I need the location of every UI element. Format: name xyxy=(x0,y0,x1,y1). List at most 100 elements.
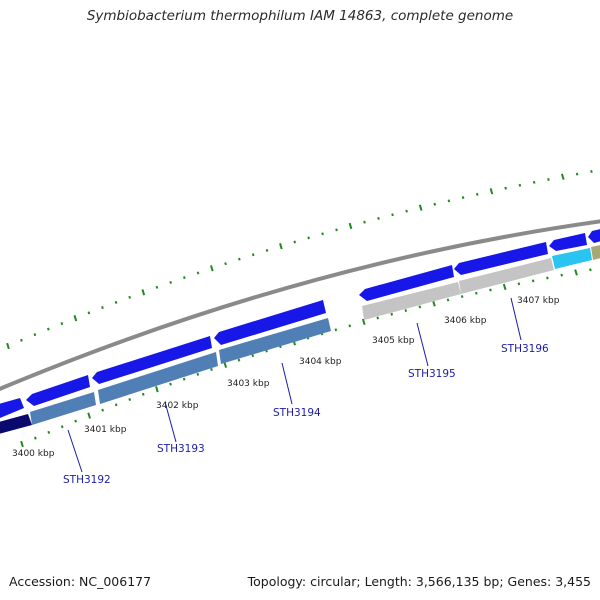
major-tick xyxy=(348,222,353,230)
forward-strand xyxy=(0,228,600,418)
minor-tick xyxy=(460,295,464,299)
minor-tick xyxy=(141,392,145,396)
label-line xyxy=(510,297,522,341)
minor-tick xyxy=(307,236,310,240)
minor-tick xyxy=(377,216,380,220)
major-tick xyxy=(20,440,24,448)
gene-block[interactable] xyxy=(591,244,600,260)
major-tick xyxy=(6,342,10,350)
kbp-label: 3405 kbp xyxy=(372,336,415,346)
gene-arrow[interactable] xyxy=(359,265,454,301)
minor-tick xyxy=(560,273,564,277)
label-line xyxy=(281,362,293,405)
inner-tick-ring xyxy=(20,268,592,448)
topology-text: Topology: circular; Length: 3,566,135 bp… xyxy=(247,574,591,589)
minor-tick xyxy=(363,220,366,224)
major-tick xyxy=(141,289,146,296)
gene-arrow[interactable] xyxy=(588,228,600,243)
minor-tick xyxy=(546,276,549,280)
backbone-ring xyxy=(0,219,600,391)
label-line xyxy=(67,429,83,473)
genome-title: Symbiobacterium thermophilum IAM 14863, … xyxy=(86,8,514,24)
gene-arrow[interactable] xyxy=(26,375,90,406)
kbp-label: 3404 kbp xyxy=(299,357,342,367)
accession-text: Accession: NC_006177 xyxy=(9,574,152,589)
minor-tick xyxy=(169,382,172,386)
outer-tick-ring xyxy=(6,170,593,350)
minor-tick xyxy=(114,300,118,304)
minor-tick xyxy=(101,408,104,412)
gene-label-sth3196[interactable]: STH3196 xyxy=(501,343,549,355)
gene-label-sth3193[interactable]: STH3193 xyxy=(157,443,205,455)
gene-block[interactable] xyxy=(0,414,32,435)
gene-label-sth3195[interactable]: STH3195 xyxy=(408,368,456,380)
minor-tick xyxy=(589,268,592,272)
minor-tick xyxy=(47,327,50,331)
major-tick xyxy=(560,173,565,180)
gene-block[interactable] xyxy=(459,258,554,294)
minor-tick xyxy=(335,228,338,232)
minor-tick xyxy=(47,430,51,434)
major-tick xyxy=(418,204,423,211)
minor-tick xyxy=(390,312,394,316)
gene-block[interactable] xyxy=(219,318,331,364)
minor-tick xyxy=(446,298,450,302)
minor-tick xyxy=(518,183,522,187)
gene-label-lines xyxy=(67,297,522,473)
minor-tick xyxy=(251,354,255,358)
minor-tick xyxy=(237,358,241,362)
minor-tick xyxy=(348,324,352,328)
minor-tick xyxy=(532,180,536,184)
minor-tick xyxy=(128,295,131,299)
kbp-label: 3401 kbp xyxy=(84,425,127,435)
minor-tick xyxy=(461,196,465,200)
gene-block[interactable] xyxy=(362,282,461,320)
minor-tick xyxy=(547,178,550,182)
kbp-labels: 3400 kbp 3401 kbp 3402 kbp 3403 kbp 3404… xyxy=(12,296,560,459)
minor-tick xyxy=(128,398,132,402)
gene-label-sth3192[interactable]: STH3192 xyxy=(63,474,111,486)
reverse-strand xyxy=(0,244,600,435)
gene-arrow[interactable] xyxy=(0,398,24,418)
minor-tick xyxy=(334,328,338,332)
major-tick xyxy=(432,300,436,307)
gene-block[interactable] xyxy=(30,392,96,425)
kbp-label: 3407 kbp xyxy=(517,296,560,306)
minor-tick xyxy=(321,232,324,236)
minor-tick xyxy=(405,209,408,213)
minor-tick xyxy=(87,311,91,315)
minor-tick xyxy=(101,306,104,310)
gene-arrow[interactable] xyxy=(92,336,212,384)
gene-arrow[interactable] xyxy=(454,242,548,275)
minor-tick xyxy=(169,280,172,284)
major-tick xyxy=(574,269,578,276)
gene-block[interactable] xyxy=(98,352,218,404)
minor-tick xyxy=(182,377,186,381)
kbp-label: 3403 kbp xyxy=(227,379,270,389)
minor-tick xyxy=(489,288,492,292)
gene-labels: STH3192 STH3193 STH3194 STH3195 STH3196 xyxy=(63,343,549,486)
minor-tick xyxy=(183,276,186,280)
minor-tick xyxy=(517,282,521,286)
label-line xyxy=(416,322,429,367)
kbp-label: 3402 kbp xyxy=(156,401,199,411)
minor-tick xyxy=(20,338,23,342)
gene-label-sth3194[interactable]: STH3194 xyxy=(273,407,321,419)
major-tick xyxy=(155,386,159,393)
minor-tick xyxy=(404,309,408,313)
kbp-label: 3400 kbp xyxy=(12,449,55,459)
minor-tick xyxy=(74,419,77,423)
label-line xyxy=(164,401,177,443)
gene-arrow[interactable] xyxy=(214,300,326,345)
major-tick xyxy=(73,315,78,322)
major-tick xyxy=(502,283,507,291)
major-tick xyxy=(361,318,366,326)
minor-tick xyxy=(433,202,437,206)
gene-arrow[interactable] xyxy=(549,233,587,251)
major-tick xyxy=(489,188,494,195)
gene-block[interactable] xyxy=(552,248,592,269)
minor-tick xyxy=(196,271,200,275)
minor-tick xyxy=(531,279,535,283)
